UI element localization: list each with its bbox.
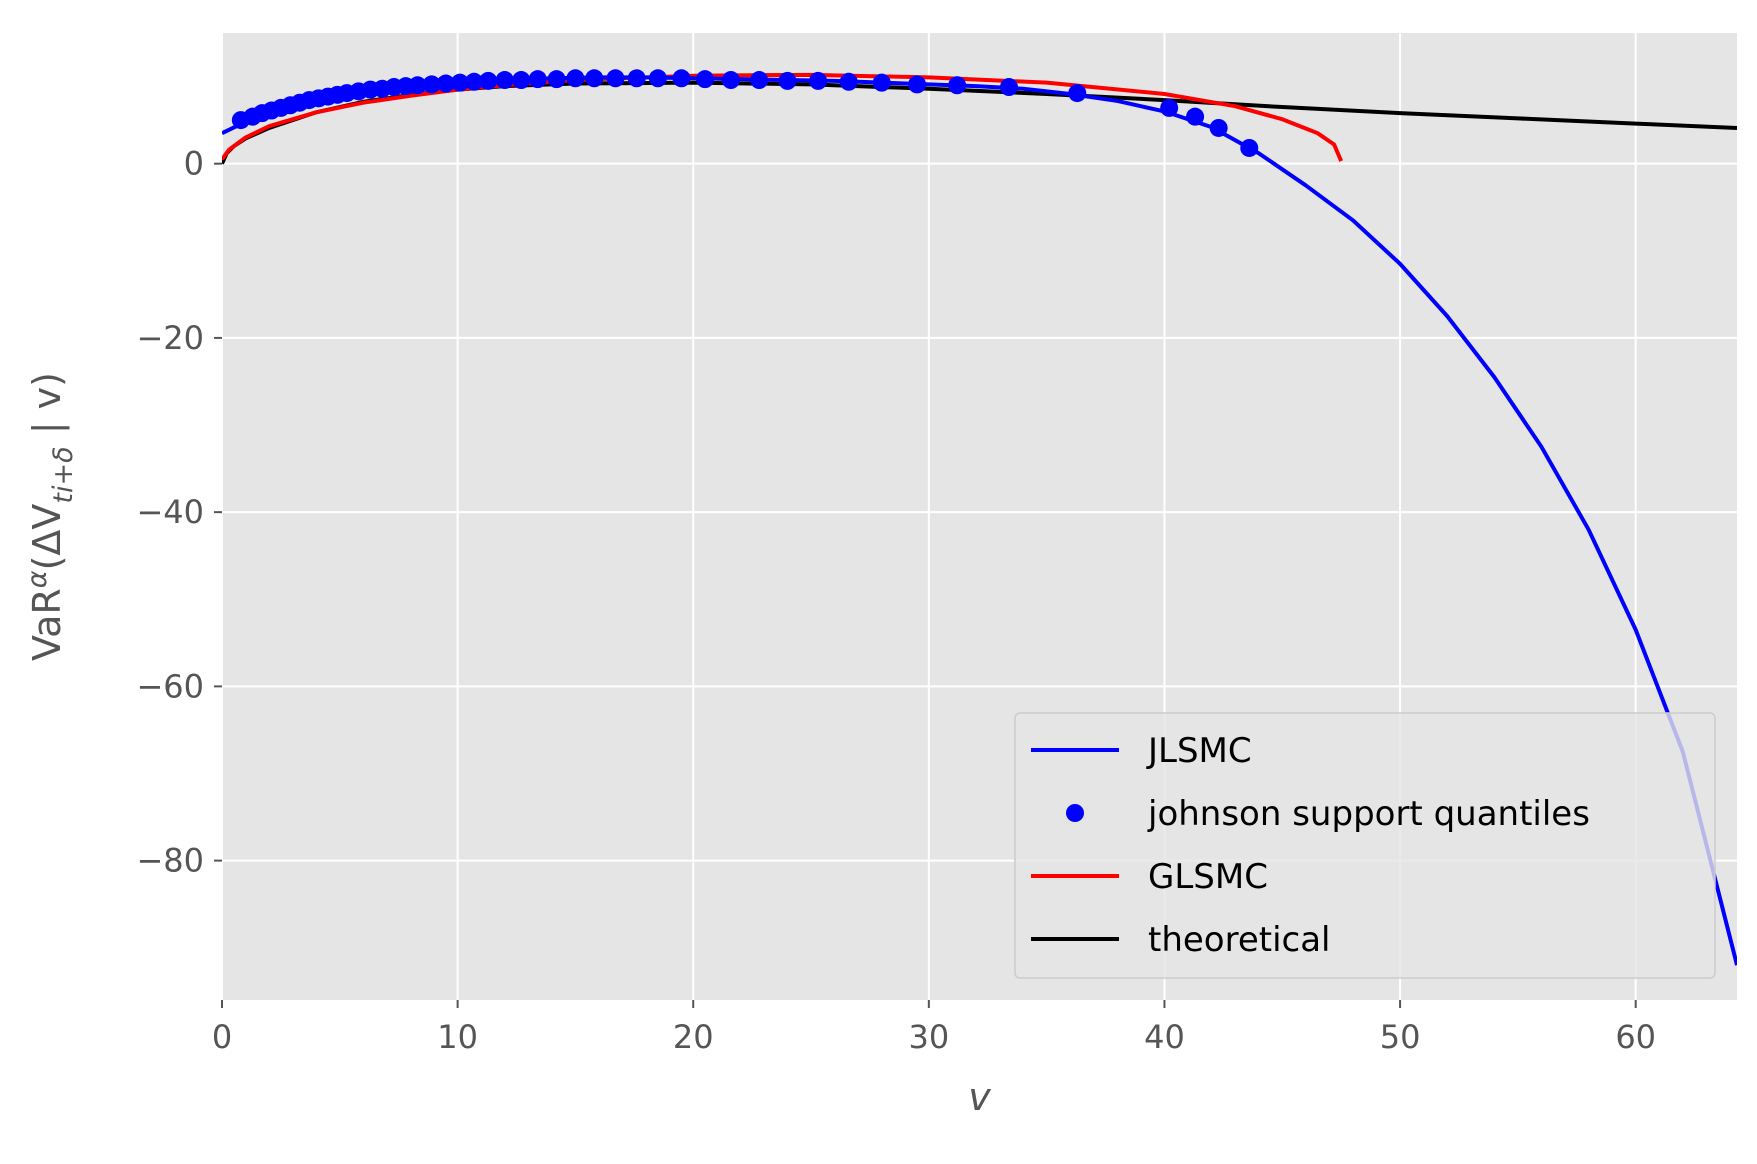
x-tick-label: 10 (437, 1018, 478, 1056)
y-tick-label: −20 (136, 319, 204, 357)
x-axis-label: v (968, 1075, 991, 1119)
quantile-point (495, 71, 514, 90)
y-tick-label: −40 (136, 493, 204, 531)
quantile-point (566, 69, 585, 88)
quantile-point (948, 76, 967, 95)
quantile-point (750, 71, 769, 90)
legend-theory-label: theoretical (1148, 920, 1331, 960)
y-tick-label: 0 (184, 145, 204, 183)
quantile-point (1186, 107, 1205, 126)
quantile-point (465, 72, 484, 91)
quantile-point (1209, 118, 1228, 137)
quantile-point (627, 69, 646, 88)
quantile-point (721, 71, 740, 90)
series-layer (222, 69, 1737, 966)
x-tick-label: 0 (212, 1018, 232, 1056)
grid (221, 33, 1737, 1000)
quantile-point (528, 70, 547, 89)
legend-glsmc-label: GLSMC (1148, 857, 1268, 897)
quantile-point (450, 73, 469, 92)
quantile-point (422, 75, 441, 94)
quantile-point (585, 69, 604, 88)
quantile-point (672, 69, 691, 88)
quantile-point (839, 72, 858, 91)
legend: JLSMC johnson support quantiles GLSMC th… (1014, 712, 1716, 979)
x-tick-label: 20 (673, 1018, 714, 1056)
quantile-point (999, 78, 1018, 97)
legend-points-label: johnson support quantiles (1147, 794, 1590, 834)
x-tick-label: 60 (1615, 1018, 1656, 1056)
x-tick-label: 50 (1380, 1018, 1421, 1056)
ticks: 0 10 20 30 40 50 60 0 −20 −40 −60 −80 (136, 145, 1656, 1056)
quantile-point (809, 71, 828, 90)
x-tick-label: 40 (1144, 1018, 1185, 1056)
y-axis-label: VaRα(ΔVti+δ | v) (22, 372, 79, 661)
quantile-point (696, 70, 715, 89)
quantile-point (872, 73, 891, 92)
legend-jlsmc-label: JLSMC (1146, 731, 1252, 771)
quantile-point (479, 71, 498, 90)
x-tick-label: 30 (908, 1018, 949, 1056)
quantile-point (606, 69, 625, 88)
legend-points-swatch (1066, 804, 1084, 822)
quantile-point (908, 75, 927, 94)
quantile-point (1068, 84, 1087, 103)
quantile-point (547, 70, 566, 89)
quantile-point (778, 71, 797, 90)
y-tick-label: −80 (136, 842, 204, 880)
quantile-point (648, 69, 667, 88)
quantile-point (1240, 138, 1259, 157)
quantile-point (1160, 98, 1179, 117)
legend-box (1014, 712, 1716, 979)
quantile-point (408, 76, 427, 95)
y-tick-label: −60 (136, 667, 204, 705)
quantile-point (436, 74, 455, 93)
quantile-point (512, 71, 531, 90)
